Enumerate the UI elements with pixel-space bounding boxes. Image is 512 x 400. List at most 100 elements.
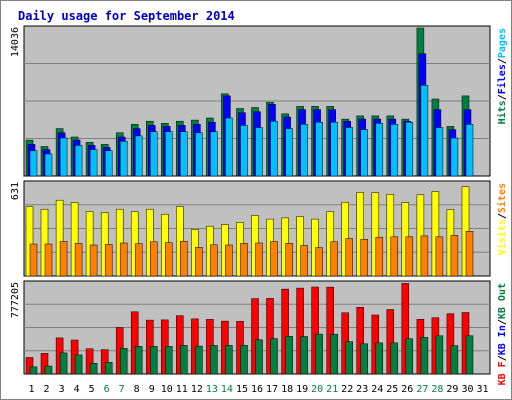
legend-entry: Sites	[496, 183, 508, 213]
bar-kb-f-day-23	[356, 307, 364, 375]
bar-sites-day-13	[210, 244, 218, 277]
day-label-7: 7	[119, 384, 125, 395]
bar-pages-day-15	[240, 125, 248, 177]
day-label-22: 22	[341, 384, 353, 395]
bar-sites-day-8	[134, 243, 143, 277]
day-label-23: 23	[356, 384, 368, 395]
bar-sites-day-28	[435, 236, 444, 277]
bar-sites-day-29	[450, 235, 459, 277]
bar-visits-day-25	[386, 194, 395, 277]
axis-max-label: 14036	[10, 27, 21, 57]
bar-kb-out-day-20	[315, 333, 323, 375]
bar-kb-out-day-26	[405, 338, 414, 375]
panel-legend: Hits/Files/Pages	[496, 28, 508, 124]
bar-kb-out-day-12	[195, 345, 203, 375]
axis-max-label: 777205	[10, 282, 21, 318]
bar-sites-day-3	[59, 241, 68, 277]
bar-sites-day-21	[330, 241, 338, 277]
bar-kb-f-day-2	[40, 353, 49, 375]
bar-pages-day-28	[435, 127, 444, 177]
bar-kb-f-day-16	[251, 298, 259, 375]
panel-legend: Visits/Sites	[496, 183, 508, 255]
series-visits	[25, 186, 470, 277]
day-label-27: 27	[416, 384, 428, 395]
bar-kb-f-day-25	[386, 309, 395, 375]
bar-visits-day-23	[356, 192, 364, 277]
legend-entry: /	[497, 94, 508, 100]
day-label-9: 9	[149, 384, 155, 395]
day-label-30: 30	[461, 384, 473, 395]
bar-sites-day-17	[270, 241, 278, 277]
bar-pages-day-10	[165, 131, 173, 177]
bar-kb-out-day-11	[180, 345, 188, 375]
bar-pages-day-30	[465, 124, 474, 177]
bar-sites-day-23	[360, 239, 368, 277]
bar-kb-f-day-19	[296, 287, 304, 375]
series-kb-out	[29, 333, 474, 375]
day-label-11: 11	[176, 384, 188, 395]
day-label-1: 1	[28, 384, 34, 395]
bar-kb-out-day-13	[210, 345, 218, 375]
bar-pages-day-21	[330, 121, 338, 177]
bar-pages-day-14	[225, 117, 233, 177]
bar-sites-day-26	[405, 236, 414, 277]
bar-pages-day-17	[270, 120, 278, 177]
legend-entry: KB In	[497, 325, 508, 355]
bar-sites-day-19	[300, 245, 308, 277]
day-label-19: 19	[296, 384, 308, 395]
bar-visits-day-28	[431, 191, 440, 277]
day-label-10: 10	[161, 384, 173, 395]
panel-legend: KB F/KB In/KB Out	[497, 283, 508, 385]
day-label-24: 24	[371, 384, 383, 395]
bar-pages-day-18	[285, 128, 293, 177]
panel-visits-sites: 631 Visits/Sites	[10, 180, 508, 277]
legend-entry: Pages	[497, 28, 508, 58]
legend-entry: Files	[496, 64, 508, 94]
bar-pages-day-7	[119, 140, 128, 177]
bar-sites-day-12	[195, 247, 203, 277]
legend-entry: /	[497, 213, 508, 219]
day-label-26: 26	[401, 384, 413, 395]
bar-pages-day-9	[150, 131, 158, 177]
bar-sites-day-20	[315, 247, 323, 277]
bar-kb-out-day-1	[29, 366, 38, 375]
bar-kb-out-day-8	[134, 346, 143, 375]
day-label-21: 21	[326, 384, 338, 395]
panels-group: 14036Hits/Files/Pages631Visits/Sites7772…	[10, 25, 508, 385]
bar-sites-day-2	[44, 243, 53, 277]
bar-kb-out-day-24	[375, 342, 384, 375]
bar-pages-day-29	[450, 137, 459, 177]
day-label-18: 18	[281, 384, 293, 395]
bar-sites-day-15	[240, 243, 248, 277]
bar-pages-day-1	[29, 150, 38, 177]
day-label-2: 2	[43, 384, 49, 395]
day-label-31: 31	[476, 384, 488, 395]
bar-kb-f-day-20	[311, 286, 319, 375]
bar-pages-day-12	[195, 132, 203, 177]
bar-sites-day-6	[104, 244, 113, 277]
bar-sites-day-11	[180, 240, 188, 277]
bar-kb-out-day-21	[330, 333, 338, 375]
bar-pages-day-19	[300, 124, 308, 177]
series-kb-f	[25, 283, 470, 375]
bar-kb-out-day-7	[119, 348, 128, 375]
bar-pages-day-20	[315, 121, 323, 177]
bar-sites-day-24	[375, 236, 384, 277]
bar-kb-f-day-29	[446, 313, 455, 375]
bar-kb-out-day-22	[345, 341, 353, 375]
bar-sites-day-30	[465, 231, 474, 277]
bar-pages-day-2	[44, 153, 53, 177]
bar-pages-day-4	[74, 145, 83, 177]
bar-kb-f-day-5	[85, 348, 94, 375]
series-pages	[29, 85, 474, 177]
legend-entry: KB F	[497, 361, 508, 385]
bar-sites-day-27	[420, 235, 429, 277]
bar-kb-out-day-6	[104, 362, 113, 375]
bar-visits-day-27	[416, 194, 425, 277]
bar-sites-day-25	[390, 236, 399, 277]
bar-kb-out-day-17	[270, 338, 278, 375]
bar-sites-day-1	[29, 243, 38, 277]
day-label-20: 20	[311, 384, 323, 395]
day-label-28: 28	[431, 384, 443, 395]
